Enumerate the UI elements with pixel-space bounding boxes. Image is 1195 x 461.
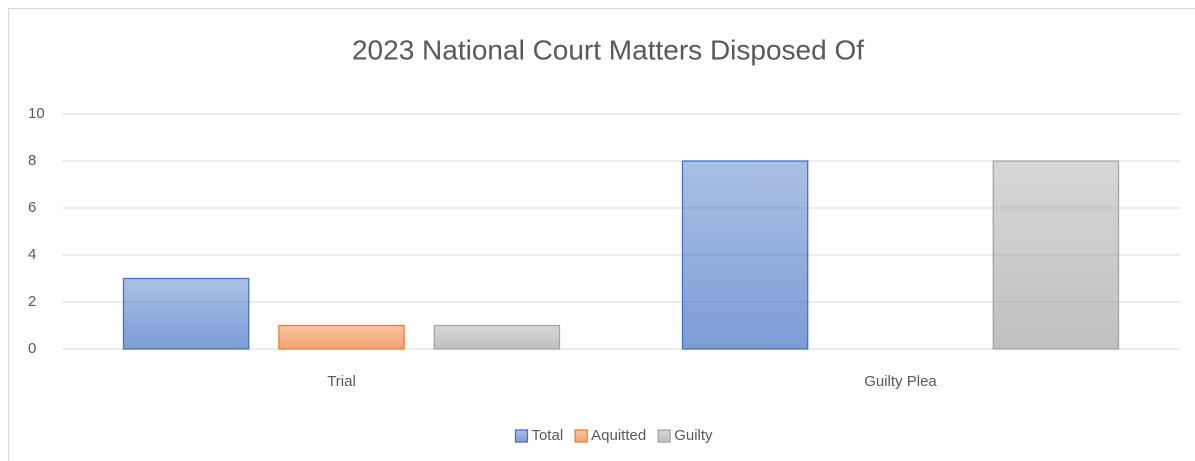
legend-label: Aquitted xyxy=(591,427,646,444)
x-tick-label: Trial xyxy=(327,373,356,390)
legend-label: Guilty xyxy=(674,427,713,444)
legend: Total Aquitted Guilty xyxy=(514,427,713,444)
y-tick-label: 4 xyxy=(28,246,36,263)
y-tick-label: 10 xyxy=(28,105,45,122)
y-tick-label: 2 xyxy=(28,293,36,310)
y-tick-label: 0 xyxy=(28,340,36,357)
y-tick-label: 8 xyxy=(28,152,36,169)
bar xyxy=(433,324,561,350)
bar xyxy=(278,324,405,350)
legend-swatch xyxy=(657,429,671,443)
chart-title: 2023 National Court Matters Disposed Of xyxy=(352,34,864,65)
x-tick-label: Guilty Plea xyxy=(864,373,937,390)
y-tick-label: 6 xyxy=(28,199,36,216)
bar xyxy=(122,277,250,350)
legend-swatch xyxy=(514,429,529,443)
bar xyxy=(992,160,1120,350)
legend-swatch xyxy=(574,429,588,443)
bar xyxy=(681,160,809,350)
legend-label: Total xyxy=(531,427,563,444)
